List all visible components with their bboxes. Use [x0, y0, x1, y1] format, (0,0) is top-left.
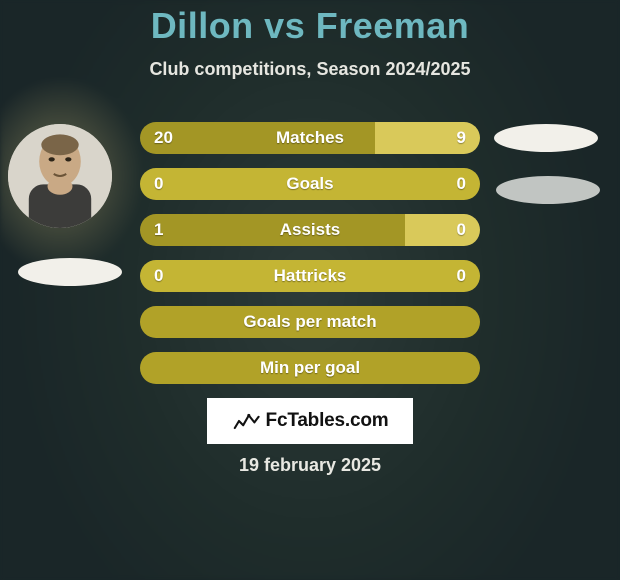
player-left-avatar: [8, 124, 112, 228]
fctables-icon: [232, 409, 260, 433]
page-title: Dillon vs Freeman: [0, 5, 620, 47]
avatar-placeholder-icon: [8, 124, 112, 228]
player-right-placeholder-1: [494, 124, 598, 152]
fctables-logo: FcTables.com: [207, 398, 413, 444]
player-left-placeholder: [18, 258, 122, 286]
bar-segment-full: [140, 306, 480, 338]
bar-segment-right: [405, 214, 480, 246]
comparison-bars: 209Matches 00Goals 10Assists 00Hattricks Goa…: [140, 122, 480, 398]
bar-segment-full: [140, 168, 480, 200]
bar-row: 00Goals: [140, 168, 480, 200]
bar-segment-left: [140, 214, 405, 246]
bar-row: Goals per match: [140, 306, 480, 338]
subtitle: Club competitions, Season 2024/2025: [0, 59, 620, 80]
bar-segment-left: [140, 122, 375, 154]
bar-row: 10Assists: [140, 214, 480, 246]
bar-segment-full: [140, 260, 480, 292]
player-right-placeholder-2: [496, 176, 600, 204]
bar-row: 209Matches: [140, 122, 480, 154]
bar-segment-right: [375, 122, 480, 154]
fctables-logo-text: FcTables.com: [266, 410, 389, 432]
bar-segment-full: [140, 352, 480, 384]
content: Dillon vs Freeman Club competitions, Sea…: [0, 0, 620, 580]
bar-row: 00Hattricks: [140, 260, 480, 292]
date-label: 19 february 2025: [0, 455, 620, 476]
bar-row: Min per goal: [140, 352, 480, 384]
